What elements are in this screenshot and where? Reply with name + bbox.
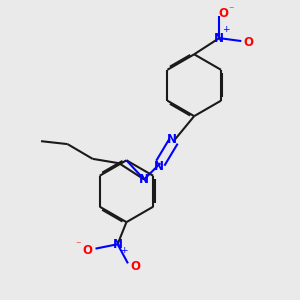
Text: ⁻: ⁻ bbox=[229, 5, 234, 15]
Text: N: N bbox=[112, 238, 123, 251]
Text: +: + bbox=[120, 246, 127, 255]
Text: +: + bbox=[222, 26, 230, 34]
Text: O: O bbox=[130, 260, 140, 273]
Text: N: N bbox=[167, 133, 176, 146]
Text: ⁻: ⁻ bbox=[76, 241, 81, 251]
Text: O: O bbox=[244, 36, 254, 49]
Text: N: N bbox=[214, 32, 224, 45]
Text: O: O bbox=[219, 7, 229, 20]
Text: O: O bbox=[82, 244, 92, 256]
Text: N: N bbox=[154, 160, 164, 173]
Text: N: N bbox=[139, 173, 149, 186]
